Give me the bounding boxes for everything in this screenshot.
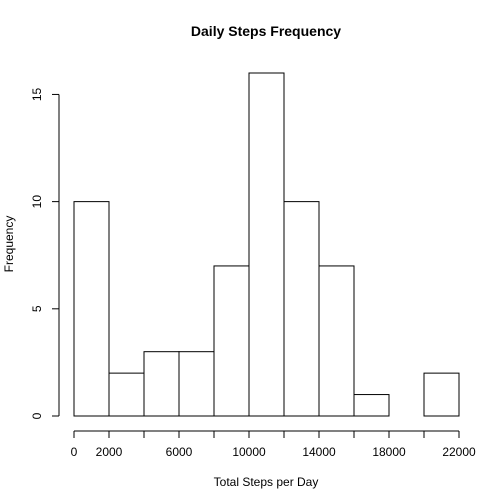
chart-title: Daily Steps Frequency [191, 23, 341, 39]
x-tick-label: 10000 [232, 445, 266, 459]
histogram-bar [248, 72, 285, 417]
y-tick-label: 0 [30, 412, 44, 419]
x-axis-label: Total Steps per Day [214, 475, 319, 489]
x-tick-label: 2000 [96, 445, 123, 459]
x-tick-label: 6000 [166, 445, 193, 459]
x-tick-label: 0 [71, 445, 78, 459]
histogram-bar [108, 372, 145, 417]
histogram-bar [73, 201, 110, 417]
histogram-bar [213, 265, 250, 417]
y-axis-label: Frequency [2, 216, 16, 273]
histogram-bar [143, 351, 180, 417]
x-tick-label: 14000 [302, 445, 336, 459]
y-tick-label: 5 [30, 305, 44, 312]
histogram-bar [178, 351, 215, 417]
bars-group [73, 72, 460, 417]
histogram-bar [353, 394, 390, 417]
histogram-bar [318, 265, 355, 417]
x-tick-label: 18000 [372, 445, 406, 459]
y-axis: 0 5 10 15 [30, 87, 60, 419]
x-tick-label: 22000 [442, 445, 476, 459]
histogram-bar [283, 201, 320, 417]
x-axis: 0 2000 6000 10000 14000 18000 22000 [71, 430, 476, 459]
y-tick-label: 10 [30, 195, 44, 209]
y-tick-label: 15 [30, 87, 44, 101]
histogram-bar [423, 372, 460, 417]
